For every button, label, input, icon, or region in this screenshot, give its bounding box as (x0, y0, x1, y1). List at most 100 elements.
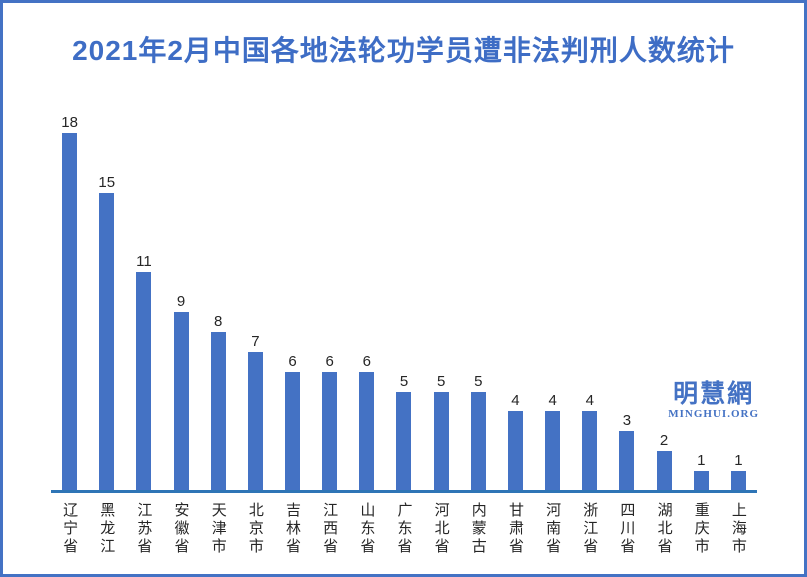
x-axis-label: 江西省 (321, 502, 339, 556)
bar-value-label: 7 (251, 332, 260, 350)
x-axis-label: 安徽省 (172, 502, 190, 556)
x-axis-label-slot: 黑龙江 (88, 502, 125, 556)
x-axis-label: 山东省 (358, 502, 376, 556)
bar-slot: 15 (88, 175, 125, 491)
bar-value-label: 11 (136, 253, 152, 271)
bar-value-label: 5 (436, 372, 446, 390)
x-axis-label-slot: 广东省 (385, 502, 422, 556)
bar-slot: 6 (348, 354, 385, 491)
x-axis-label: 吉林省 (284, 502, 302, 556)
x-axis-label-slot: 湖北省 (646, 502, 683, 556)
bar-slot: 1 (683, 453, 720, 491)
minghui-logo-english: MINGHUI.ORG (668, 408, 759, 420)
minghui-logo-chinese: 明慧網 (673, 381, 755, 408)
x-axis-label-slot: 浙江省 (571, 502, 608, 556)
bar (210, 331, 226, 491)
x-axis-label-slot: 内蒙古 (460, 502, 497, 556)
bar (730, 471, 746, 491)
x-axis-label-slot: 山东省 (348, 502, 385, 556)
bar-value-label: 18 (61, 114, 78, 131)
bar-value-label: 3 (622, 412, 632, 430)
bar-slot: 3 (608, 413, 645, 491)
bar (433, 391, 449, 491)
x-axis-label: 天津市 (209, 502, 227, 556)
bar (656, 451, 672, 491)
bar (136, 272, 152, 491)
x-axis-label: 河南省 (544, 502, 562, 556)
chart-title: 2021年2月中国各地法轮功学员遭非法判刑人数统计 (72, 35, 735, 66)
bar (359, 371, 375, 491)
x-axis-label-slot: 上海市 (720, 502, 757, 556)
x-axis-label: 黑龙江 (98, 502, 116, 556)
bar-slot: 1 (720, 453, 757, 491)
bar (247, 351, 263, 491)
x-axis-label-slot: 四川省 (608, 502, 645, 556)
bar (507, 411, 523, 491)
x-axis-label: 重庆市 (692, 502, 710, 556)
bar-slot: 7 (237, 334, 274, 491)
bar-value-label: 9 (176, 293, 186, 310)
bar-value-label: 4 (548, 392, 557, 410)
x-axis-label-slot: 甘肃省 (497, 502, 534, 556)
x-axis-label-slot: 辽宁省 (51, 502, 88, 556)
bar-slot: 8 (200, 314, 237, 491)
x-axis-label: 内蒙古 (469, 502, 487, 556)
bar-slot: 2 (646, 433, 683, 491)
x-axis-labels: 辽宁省 黑龙江 江苏省 安徽省 天津市 北京市 吉林省 江西省 山东省 广东省 河北省 内蒙古 甘肃省 河… (51, 502, 757, 556)
bar-value-label: 1 (734, 452, 743, 470)
x-axis-label: 甘肃省 (506, 502, 524, 556)
bar (62, 133, 78, 491)
bar (396, 391, 412, 491)
bar-slot: 6 (311, 354, 348, 491)
bar-slot: 5 (385, 374, 422, 491)
x-axis-label-slot: 重庆市 (683, 502, 720, 556)
bar-slot: 9 (162, 294, 199, 491)
x-axis-label: 辽宁省 (61, 502, 79, 556)
bars-container: 18 15 11 9 8 7 6 6 6 5 5 5 4 4 4 3 2 1 1 (51, 3, 757, 491)
bar-value-label: 8 (214, 312, 223, 330)
bar (173, 312, 189, 491)
bar-value-label: 1 (697, 452, 706, 470)
bar-slot: 4 (534, 393, 571, 491)
bar (545, 411, 561, 491)
bar (285, 371, 301, 491)
x-axis-label-slot: 安徽省 (162, 502, 199, 556)
bar-slot: 5 (423, 374, 460, 491)
bar-slot: 5 (460, 374, 497, 491)
bar (619, 431, 635, 491)
bar (470, 391, 486, 491)
x-axis-label: 北京市 (246, 502, 264, 556)
plot-area: 18 15 11 9 8 7 6 6 6 5 5 5 4 4 4 3 2 1 1 辽宁省 黑龙江 江苏省 安徽省 天津市 北京… (51, 3, 757, 574)
x-axis-label: 上海市 (729, 502, 747, 556)
bar-slot: 11 (125, 254, 162, 491)
bar-slot: 4 (497, 393, 534, 491)
x-axis-label-slot: 河南省 (534, 502, 571, 556)
bar-value-label: 2 (659, 432, 669, 450)
x-axis-label-slot: 北京市 (237, 502, 274, 556)
x-axis-label-slot: 江苏省 (125, 502, 162, 556)
bar-value-label: 5 (474, 372, 483, 390)
x-axis-label: 河北省 (432, 502, 450, 556)
bar-value-label: 4 (585, 392, 594, 410)
minghui-logo: 明慧網 MINGHUI.ORG (668, 382, 759, 420)
bar-value-label: 6 (362, 352, 371, 370)
x-axis-label-slot: 江西省 (311, 502, 348, 556)
x-axis-label-slot: 吉林省 (274, 502, 311, 556)
bar-slot: 4 (571, 393, 608, 491)
bar-value-label: 4 (511, 392, 520, 410)
x-axis-label: 浙江省 (581, 502, 599, 556)
x-axis-line (51, 490, 757, 493)
x-axis-label-slot: 天津市 (200, 502, 237, 556)
x-axis-label-slot: 河北省 (423, 502, 460, 556)
bar-value-label: 6 (288, 352, 297, 370)
bar-slot: 18 (51, 115, 88, 491)
x-axis-label: 江苏省 (135, 502, 153, 556)
bar-value-label: 6 (325, 352, 334, 370)
bar (693, 471, 709, 491)
x-axis-label: 湖北省 (655, 502, 673, 556)
bar (582, 411, 598, 491)
bar (322, 371, 338, 491)
x-axis-label: 四川省 (618, 502, 636, 556)
bar-value-label: 5 (399, 372, 409, 390)
